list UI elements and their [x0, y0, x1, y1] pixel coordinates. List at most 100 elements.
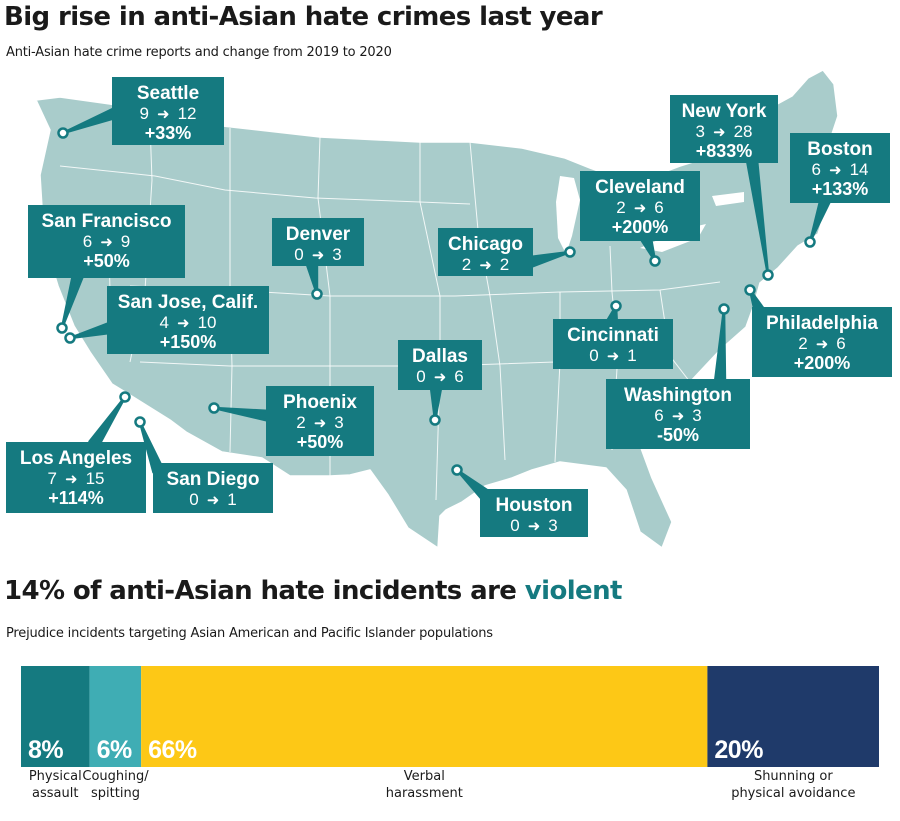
marker-los-angeles: [119, 391, 131, 403]
city-values-boston: 6 ➜ 14: [812, 160, 869, 179]
arrow-icon-houston: ➜: [528, 518, 541, 535]
city-change-boston: +133%: [812, 179, 869, 199]
marker-philadelphia: [744, 284, 756, 296]
arrow-icon-phoenix: ➜: [314, 415, 327, 432]
bar-category-line-coughing-spitting-1: spitting: [91, 786, 140, 801]
value-2019-denver: 0: [294, 245, 303, 264]
arrow-icon-chicago: ➜: [479, 257, 492, 274]
value-2020-phoenix: 3: [334, 413, 343, 432]
city-change-seattle: +33%: [145, 123, 192, 143]
marker-denver: [311, 288, 323, 300]
city-name-new-york: New York: [682, 101, 767, 122]
breakdown-subtitle: Prejudice incidents targeting Asian Amer…: [6, 626, 493, 641]
city-name-cincinnati: Cincinnati: [567, 325, 659, 346]
arrow-icon-philadelphia: ➜: [816, 336, 829, 353]
callout-box-phoenix: [266, 386, 374, 456]
city-values-san-francisco: 6 ➜ 9: [83, 232, 131, 251]
city-values-new-york: 3 ➜ 28: [696, 122, 753, 141]
arrow-icon-dallas: ➜: [434, 369, 447, 386]
bar-value-physical-assault: 8%: [28, 736, 63, 764]
city-values-san-jose-calif: 4 ➜ 10: [160, 313, 217, 332]
city-name-houston: Houston: [495, 495, 572, 516]
city-values-dallas: 0 ➜ 6: [416, 367, 464, 386]
bar-category-line-physical-assault-1: assault: [32, 786, 79, 801]
value-2019-cleveland: 2: [616, 198, 625, 217]
city-name-san-diego: San Diego: [167, 469, 260, 490]
city-name-seattle: Seattle: [137, 83, 199, 104]
marker-dallas: [429, 414, 441, 426]
value-2020-cincinnati: 1: [627, 346, 636, 365]
lake-ontario: [712, 192, 744, 206]
city-values-chicago: 2 ➜ 2: [462, 255, 510, 274]
marker-new-york: [762, 269, 774, 281]
value-2020-new-york: 28: [734, 122, 753, 141]
bar-value-shunning-or-physical-avoidance: 20%: [714, 736, 763, 764]
city-values-washington: 6 ➜ 3: [654, 406, 702, 425]
bar-category-line-shunning-or-physical-avoidance-1: physical avoidance: [731, 786, 856, 801]
value-2020-san-jose-calif: 10: [198, 313, 217, 332]
callout-box-san-diego: [153, 463, 273, 513]
callout-box-san-jose-calif: [107, 286, 269, 354]
value-2020-houston: 3: [548, 516, 557, 535]
value-2019-washington: 6: [654, 406, 663, 425]
city-name-san-jose-calif: San Jose, Calif.: [118, 292, 258, 313]
city-values-san-diego: 0 ➜ 1: [189, 490, 237, 509]
value-2020-san-francisco: 9: [121, 232, 130, 251]
value-2019-san-diego: 0: [189, 490, 198, 509]
marker-washington: [718, 303, 730, 315]
bar-category-line-shunning-or-physical-avoidance-0: Shunning or: [753, 769, 833, 784]
city-name-phoenix: Phoenix: [283, 392, 357, 413]
bar-value-coughing-spitting: 6%: [97, 736, 132, 764]
city-values-seattle: 9 ➜ 12: [140, 104, 197, 123]
city-change-phoenix: +50%: [297, 432, 344, 452]
bar-segment-shunning-or-physical-avoidance: [707, 666, 879, 767]
city-name-chicago: Chicago: [448, 234, 523, 255]
city-change-new-york: +833%: [696, 141, 753, 161]
callout-box-washington: [606, 379, 750, 449]
callout-box-houston: [480, 489, 588, 537]
value-2019-boston: 6: [812, 160, 821, 179]
city-values-phoenix: 2 ➜ 3: [296, 413, 344, 432]
marker-san-diego: [134, 416, 146, 428]
value-2020-cleveland: 6: [654, 198, 663, 217]
city-values-los-angeles: 7 ➜ 15: [48, 469, 105, 488]
value-2019-san-jose-calif: 4: [160, 313, 169, 332]
value-2020-seattle: 12: [178, 104, 197, 123]
marker-boston: [804, 236, 816, 248]
bar-category-verbal-harassment: Verbal harassment: [386, 768, 463, 802]
arrow-icon-san-francisco: ➜: [100, 234, 113, 251]
bar-segment-physical-assault: [21, 666, 90, 767]
callout-box-los-angeles: [6, 442, 146, 513]
marker-phoenix: [208, 402, 220, 414]
breakdown-title: 14% of anti-Asian hate incidents are vio…: [4, 576, 622, 606]
arrow-icon-cincinnati: ➜: [607, 348, 620, 365]
arrow-icon-new-york: ➜: [713, 124, 726, 141]
bar-category-line-verbal-harassment-0: Verbal: [403, 769, 445, 784]
city-name-philadelphia: Philadelphia: [766, 313, 878, 334]
arrow-icon-washington: ➜: [672, 408, 685, 425]
city-name-dallas: Dallas: [412, 346, 468, 367]
arrow-icon-boston: ➜: [829, 162, 842, 179]
callout-box-philadelphia: [752, 307, 892, 377]
city-values-houston: 0 ➜ 3: [510, 516, 558, 535]
city-values-philadelphia: 2 ➜ 6: [798, 334, 846, 353]
bar-segment-coughing-spitting: [89, 666, 142, 767]
arrow-icon-san-diego: ➜: [207, 492, 220, 509]
callout-san-jose-calif: San Jose, Calif.4 ➜ 10+150%: [107, 286, 269, 354]
marker-cincinnati: [610, 300, 622, 312]
lake-michigan: [556, 176, 580, 254]
city-change-washington: -50%: [657, 425, 699, 445]
value-2020-philadelphia: 6: [836, 334, 845, 353]
arrow-icon-seattle: ➜: [157, 106, 170, 123]
value-2019-houston: 0: [510, 516, 519, 535]
callout-box-cincinnati: [553, 319, 673, 369]
breakdown-title-text: 14% of anti-Asian hate incidents are: [4, 576, 525, 606]
city-markers: [56, 127, 816, 476]
